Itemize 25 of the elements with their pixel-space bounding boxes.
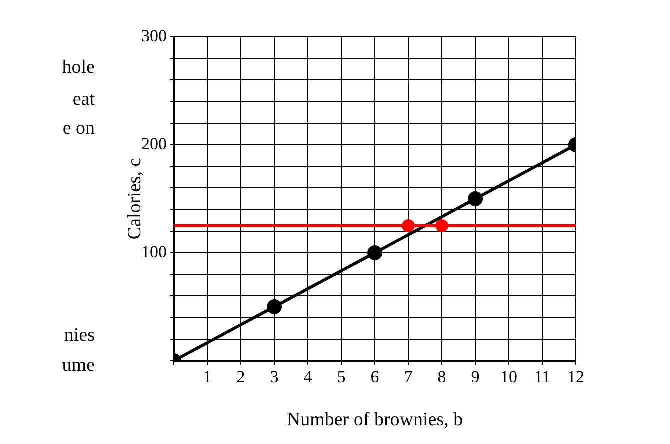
y-tick-label: 300 xyxy=(142,26,167,46)
x-tick-label: 6 xyxy=(370,368,380,387)
x-tick-label: 9 xyxy=(471,368,480,387)
y-axis-title: Calories, c xyxy=(124,158,146,240)
y-tick-label: 100 xyxy=(142,242,167,262)
text: ume xyxy=(62,354,95,376)
text: hole xyxy=(62,56,95,78)
x-tick-label: 8 xyxy=(438,368,446,387)
text: eat xyxy=(72,88,96,110)
point xyxy=(368,246,382,260)
y-tick-label: 200 xyxy=(142,134,167,154)
x-tick-label: 7 xyxy=(404,368,414,387)
x-tick-label: 1 xyxy=(203,368,212,387)
text: nies xyxy=(64,324,95,346)
x-tick-label: 12 xyxy=(568,368,584,387)
x-tick-label: 3 xyxy=(270,368,279,387)
x-tick-label: 2 xyxy=(236,368,246,387)
x-tick-label: 4 xyxy=(304,368,313,387)
x-tick-label: 5 xyxy=(337,368,346,387)
point xyxy=(468,192,483,206)
x-tick-label: 10 xyxy=(500,368,518,387)
x-tick-label: 11 xyxy=(534,368,551,387)
point xyxy=(267,300,282,314)
x-axis-title: Number of brownies, b xyxy=(286,410,464,431)
text: e on xyxy=(62,118,96,139)
